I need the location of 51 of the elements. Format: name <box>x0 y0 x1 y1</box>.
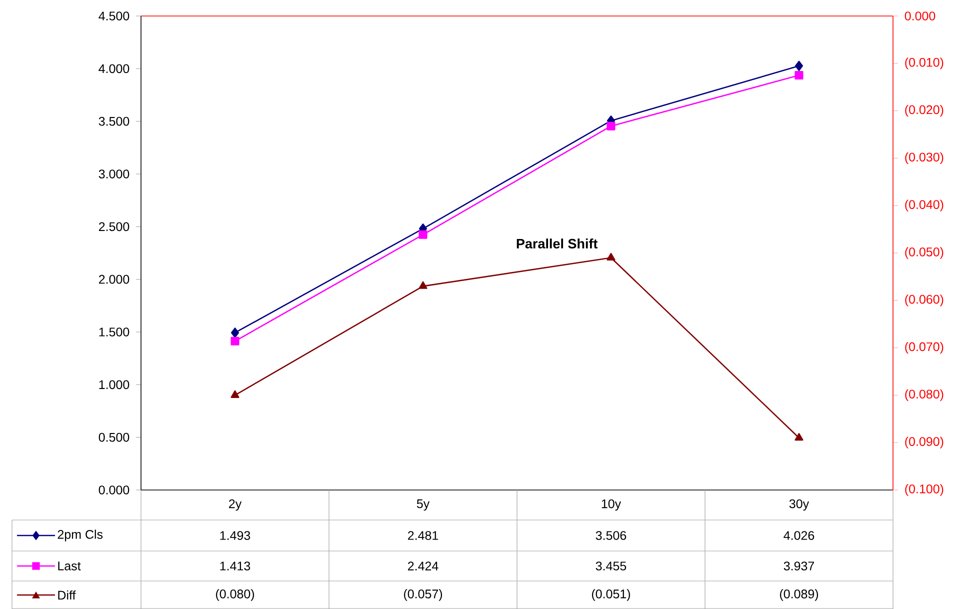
data-label: (0.089) <box>780 589 818 601</box>
y2-tick-label: (0.060) <box>905 294 944 306</box>
point <box>794 71 804 80</box>
y-tick-label: 2.000 <box>98 274 130 284</box>
data-label: (0.057) <box>404 589 442 601</box>
data-label: 3.455 <box>596 562 626 570</box>
x-tick-label: 2y <box>229 499 242 511</box>
y-tick-label: 1.000 <box>99 380 130 390</box>
data-label: (0.051) <box>592 589 630 601</box>
y2-tick-label: (0.010) <box>905 58 944 70</box>
y-tick-label: 2.500 <box>98 222 130 232</box>
x-tick-label: 30y <box>789 499 810 511</box>
point <box>794 60 804 72</box>
x-tick-label: 5y <box>416 499 430 511</box>
data-label: 2.481 <box>408 531 438 540</box>
y-tick-label: 3.000 <box>98 170 130 178</box>
y2-tick-label: (0.100) <box>905 484 944 496</box>
legend-label: 2pm Cls <box>58 530 103 542</box>
y2-tick-label: (0.080) <box>905 389 944 402</box>
point <box>418 281 428 289</box>
data-label: 3.937 <box>784 562 814 570</box>
point <box>230 328 240 338</box>
y-tick-label: 4.500 <box>98 12 130 20</box>
y2-tick-label: (0.040) <box>905 200 944 212</box>
legend-label: Last <box>58 562 81 570</box>
y2-tick-label: (0.020) <box>905 104 944 117</box>
data-label: 2.424 <box>408 562 438 570</box>
data-label: 1.413 <box>220 562 250 570</box>
y2-tick-label: 0.000 <box>904 12 936 20</box>
data-label: (0.080) <box>216 589 254 601</box>
data-label: 4.026 <box>784 531 814 540</box>
y-tick-label: 4.000 <box>98 64 130 74</box>
y2-tick-label: (0.070) <box>905 342 944 354</box>
y2-tick-label: (0.050) <box>905 247 944 259</box>
x-tick-label: 10y <box>602 499 622 511</box>
point <box>230 390 240 398</box>
y-tick-label: 0.500 <box>98 432 130 442</box>
legend-label: Diff <box>58 590 76 600</box>
point <box>606 252 616 260</box>
y2-tick-label: (0.090) <box>905 436 944 448</box>
y-tick-label: 1.500 <box>99 328 130 336</box>
annotation: Parallel Shift <box>516 238 598 248</box>
point <box>418 230 428 239</box>
data-label: 3.506 <box>596 531 626 540</box>
y-tick-label: 0.000 <box>98 486 130 494</box>
point <box>794 433 804 441</box>
data-label: 1.493 <box>220 531 250 540</box>
y2-tick-label: (0.030) <box>905 152 944 164</box>
point <box>230 336 240 346</box>
y-tick-label: 3.500 <box>98 116 130 126</box>
point <box>606 122 616 130</box>
